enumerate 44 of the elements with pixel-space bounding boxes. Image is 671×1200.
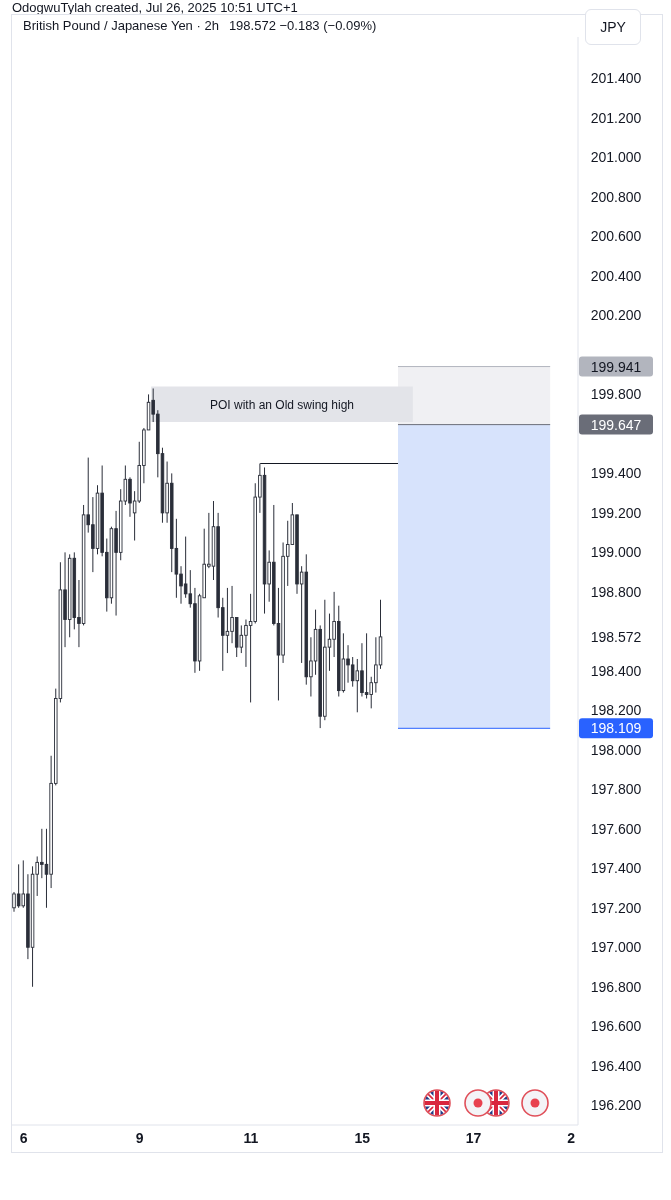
y-tick-label: 199.000	[590, 544, 642, 561]
chart-subtitle: 198.572 −0.183 (−0.09%)	[228, 18, 377, 33]
y-tick-label: 198.000	[590, 741, 642, 758]
candlestick	[364, 632, 369, 699]
y-tick-label: 198.400	[590, 662, 642, 679]
y-axis-title: JPY	[585, 9, 641, 45]
y-tick-label: 198.200	[590, 702, 642, 719]
candlestick	[355, 658, 360, 713]
x-tick-label: 9	[135, 1130, 144, 1146]
candlestick	[16, 863, 21, 909]
y-tick-label: 200.600	[590, 228, 642, 245]
y-tick-label: 198.572	[590, 628, 642, 645]
y-tick-label: 198.800	[590, 583, 642, 600]
x-tick-label: 17	[465, 1130, 482, 1146]
y-tick-label: 200.400	[590, 267, 642, 284]
candlestick	[225, 587, 230, 654]
y-tick-label: 201.000	[590, 149, 642, 166]
y-tick-label: 196.600	[590, 1018, 642, 1035]
ref-line-label: 199.941	[590, 358, 642, 375]
x-tick-label: 2	[567, 1130, 576, 1146]
y-tick-label: 196.800	[590, 978, 642, 995]
x-tick-label: 6	[19, 1130, 28, 1146]
y-tick-label: 201.200	[590, 109, 642, 126]
text: OdogwuTylah created, Jul 26, 2025 10:51 UTC+1	[12, 0, 298, 16]
y-tick-label: 196.400	[590, 1057, 642, 1074]
ref-line-label: 199.647	[590, 416, 642, 433]
y-tick-label: 197.400	[590, 860, 642, 877]
x-tick-label: 15	[354, 1130, 371, 1146]
y-tick-label: 199.200	[590, 504, 642, 521]
y-tick-label: 199.400	[590, 465, 642, 482]
y-tick-label: 200.200	[590, 307, 642, 324]
chart-title: British Pound / Japanese Yen · 2h	[23, 18, 219, 33]
y-tick-label: 197.000	[590, 939, 642, 956]
y-tick-label: 201.400	[590, 70, 642, 87]
y-tick-label: 200.800	[590, 188, 642, 205]
y-tick-label: 197.800	[590, 781, 642, 798]
y-tick-label: 196.200	[590, 1097, 642, 1114]
y-tick-label: 197.600	[590, 820, 642, 837]
band-label: POI with an Old swing high	[209, 397, 355, 412]
ref-line-label: 198.109	[590, 720, 642, 737]
candlestick	[350, 656, 355, 688]
y-tick-label: 199.800	[590, 386, 642, 403]
x-tick-label: 11	[243, 1130, 259, 1146]
y-tick-label: 197.200	[590, 899, 642, 916]
